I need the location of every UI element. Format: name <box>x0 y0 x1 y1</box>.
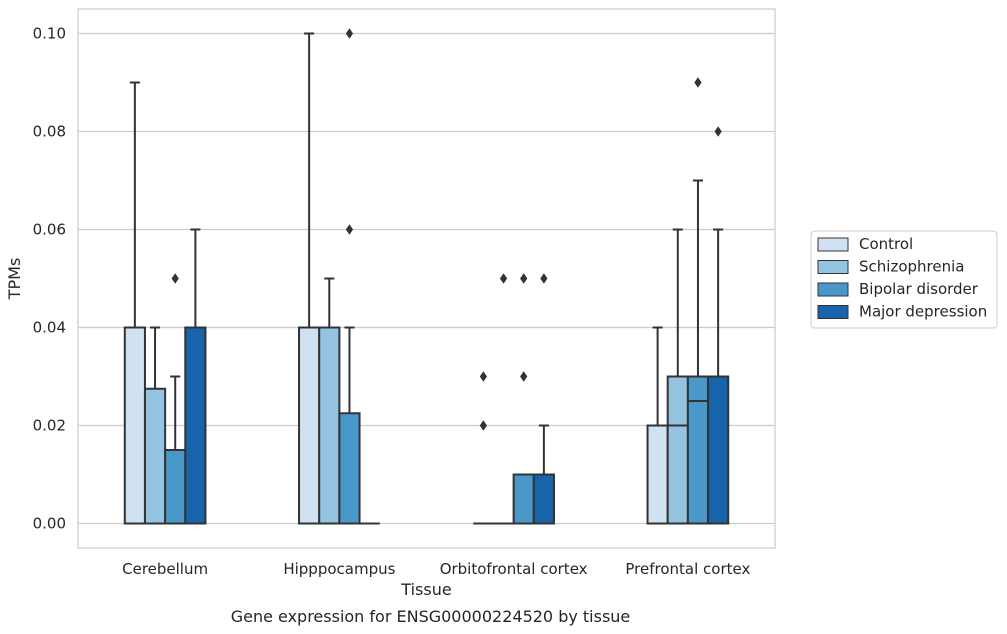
legend-item-bipolar-disorder: Bipolar disorder <box>817 280 979 298</box>
y-tick-label: 0.10 <box>33 25 66 43</box>
y-axis-label: TPMs <box>5 258 24 301</box>
outlier-point <box>540 273 548 284</box>
box-body <box>123 326 146 525</box>
outlier-point <box>520 273 528 284</box>
box-control-orbitofrontal-cortex <box>473 371 494 525</box>
box-control-cerebellum <box>123 81 146 525</box>
legend-swatch <box>817 260 849 274</box>
legend-items: Control Schizophrenia Bipolar disorder Majo… <box>817 235 987 321</box>
legend-swatch <box>817 282 849 297</box>
legend-item-schizophrenia: Schizophrenia <box>817 258 964 276</box>
box-body <box>164 449 187 525</box>
box-body <box>512 473 535 525</box>
x-tick-label: Orbitofrontal cortex <box>440 560 588 578</box>
outlier-point <box>345 28 354 39</box>
outlier-point <box>694 77 702 88</box>
x-axis-label: Tissue <box>400 580 451 599</box>
box-body <box>184 326 207 525</box>
box-bipolar-disorder-cerebellum <box>164 273 187 525</box>
box-bipolar-disorder-hipppocampus <box>338 28 361 525</box>
box-body <box>646 424 669 525</box>
x-tick-label: Prefrontal cortex <box>625 560 750 578</box>
plot-area-frame <box>77 8 776 549</box>
box-body <box>707 375 730 525</box>
outlier-point <box>499 273 508 284</box>
outlier-point <box>479 420 487 431</box>
box-body <box>318 326 341 525</box>
legend-swatch <box>817 237 849 252</box>
legend-item-control: Control <box>817 235 913 253</box>
y-tick-label: 0.02 <box>33 417 66 435</box>
outlier-point <box>520 371 528 382</box>
legend-swatch <box>817 305 849 319</box>
outlier-point <box>479 371 487 382</box>
outlier-point <box>345 224 354 235</box>
box-major-depression-orbitofrontal-cortex <box>532 273 555 525</box>
outlier-point <box>714 126 722 137</box>
box-body <box>143 387 167 525</box>
chart-caption: Gene expression for ENSG00000224520 by t… <box>231 607 631 626</box>
x-tick-label: Hipppocampus <box>283 560 395 578</box>
legend-label: Bipolar disorder <box>859 280 979 298</box>
y-tick-label: 0.04 <box>33 319 66 337</box>
x-tick-labels: Cerebellum Hipppocampus Orbitofrontal cort… <box>122 560 750 578</box>
box-body <box>338 412 361 525</box>
legend-label: Schizophrenia <box>859 258 964 276</box>
plot-boxes <box>123 28 730 525</box>
box-body <box>686 375 710 525</box>
legend: Control Schizophrenia Bipolar disorder Majo… <box>810 230 998 329</box>
y-tick-label: 0.06 <box>33 221 66 239</box>
box-major-depression-cerebellum <box>184 228 207 525</box>
box-control-prefrontal-cortex <box>646 326 669 525</box>
box-body <box>532 473 555 525</box>
box-schizophrenia-orbitofrontal-cortex <box>493 273 514 525</box>
box-major-depression-prefrontal-cortex <box>707 126 730 525</box>
legend-item-major-depression: Major depression <box>817 303 987 321</box>
box-body <box>666 375 689 525</box>
y-tick-label: 0.08 <box>33 123 66 141</box>
y-tick-label: 0.00 <box>33 515 66 533</box>
legend-label: Major depression <box>859 303 987 321</box>
box-body <box>298 326 321 525</box>
x-tick-label: Cerebellum <box>122 560 208 578</box>
box-schizophrenia-cerebellum <box>143 326 167 525</box>
outlier-point <box>171 273 179 284</box>
legend-label: Control <box>859 235 913 253</box>
legend-frame <box>810 230 998 329</box>
y-tick-labels: 0.00 0.02 0.04 0.06 0.08 0.10 <box>33 25 66 533</box>
